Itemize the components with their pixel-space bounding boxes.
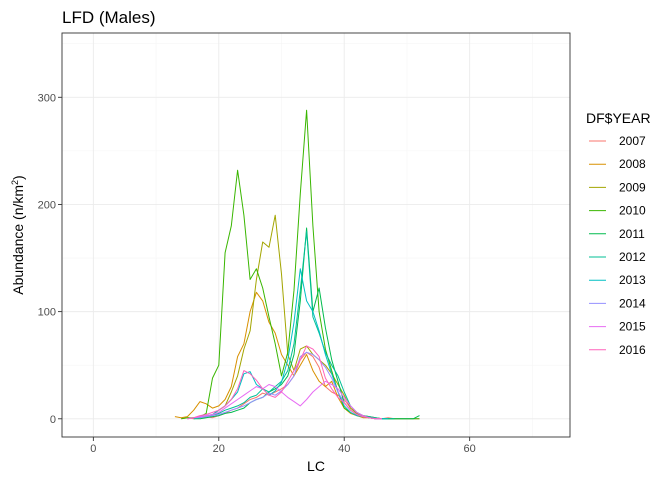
series-line-2015 [187, 380, 382, 420]
panel-border [61, 32, 571, 438]
y-tick-label: 0 [50, 414, 56, 426]
legend-item-2011: 2011 [589, 227, 645, 241]
y-tick-label: 100 [38, 307, 56, 319]
x-axis-title: LC [307, 458, 325, 474]
y-axis: 0 100 200 300 [38, 92, 62, 426]
y-tick-label: 300 [38, 92, 56, 104]
legend-item-2013: 2013 [589, 273, 646, 287]
legend-label-2010: 2010 [619, 204, 646, 218]
y-axis-title-superscript: 2 [10, 180, 20, 185]
legend-item-2015: 2015 [589, 320, 646, 334]
legend-title: DF$YEAR [586, 110, 651, 126]
legend-label-2011: 2011 [619, 227, 645, 241]
legend-label-2009: 2009 [619, 180, 646, 194]
legend-item-2012: 2012 [589, 250, 646, 264]
y-axis-title: Abundance (n/km2) [10, 175, 26, 294]
legend-label-2008: 2008 [619, 157, 646, 171]
x-tick-label: 60 [464, 443, 476, 455]
y-axis-title-end: ) [10, 175, 26, 180]
legend-item-2007: 2007 [589, 134, 646, 148]
legend-label-2013: 2013 [619, 273, 646, 287]
x-tick-label: 20 [213, 443, 225, 455]
x-tick-label: 0 [90, 443, 96, 455]
y-axis-title-main: Abundance (n/km [10, 185, 26, 295]
legend: DF$YEAR 2007 2008 2009 2010 2011 2012 2013 2014… [586, 110, 651, 357]
legend-label-2007: 2007 [619, 134, 646, 148]
legend-items: 2007 2008 2009 2010 2011 2012 2013 2014 2015 2016 [589, 134, 646, 357]
legend-label-2014: 2014 [619, 296, 646, 310]
x-axis: 0 20 40 60 [90, 437, 476, 455]
legend-label-2015: 2015 [619, 320, 646, 334]
legend-item-2016: 2016 [589, 343, 646, 357]
legend-label-2016: 2016 [619, 343, 646, 357]
grid [62, 33, 570, 437]
series-line-2016 [187, 345, 382, 420]
legend-item-2014: 2014 [589, 296, 646, 310]
y-tick-label: 200 [38, 199, 56, 211]
legend-item-2009: 2009 [589, 180, 646, 194]
series-lines [174, 109, 420, 420]
x-tick-label: 40 [338, 443, 350, 455]
chart-title: LFD (Males) [62, 8, 156, 27]
legend-item-2010: 2010 [589, 204, 646, 218]
plot-panel [62, 33, 570, 437]
legend-label-2012: 2012 [619, 250, 646, 264]
legend-item-2008: 2008 [589, 157, 646, 171]
